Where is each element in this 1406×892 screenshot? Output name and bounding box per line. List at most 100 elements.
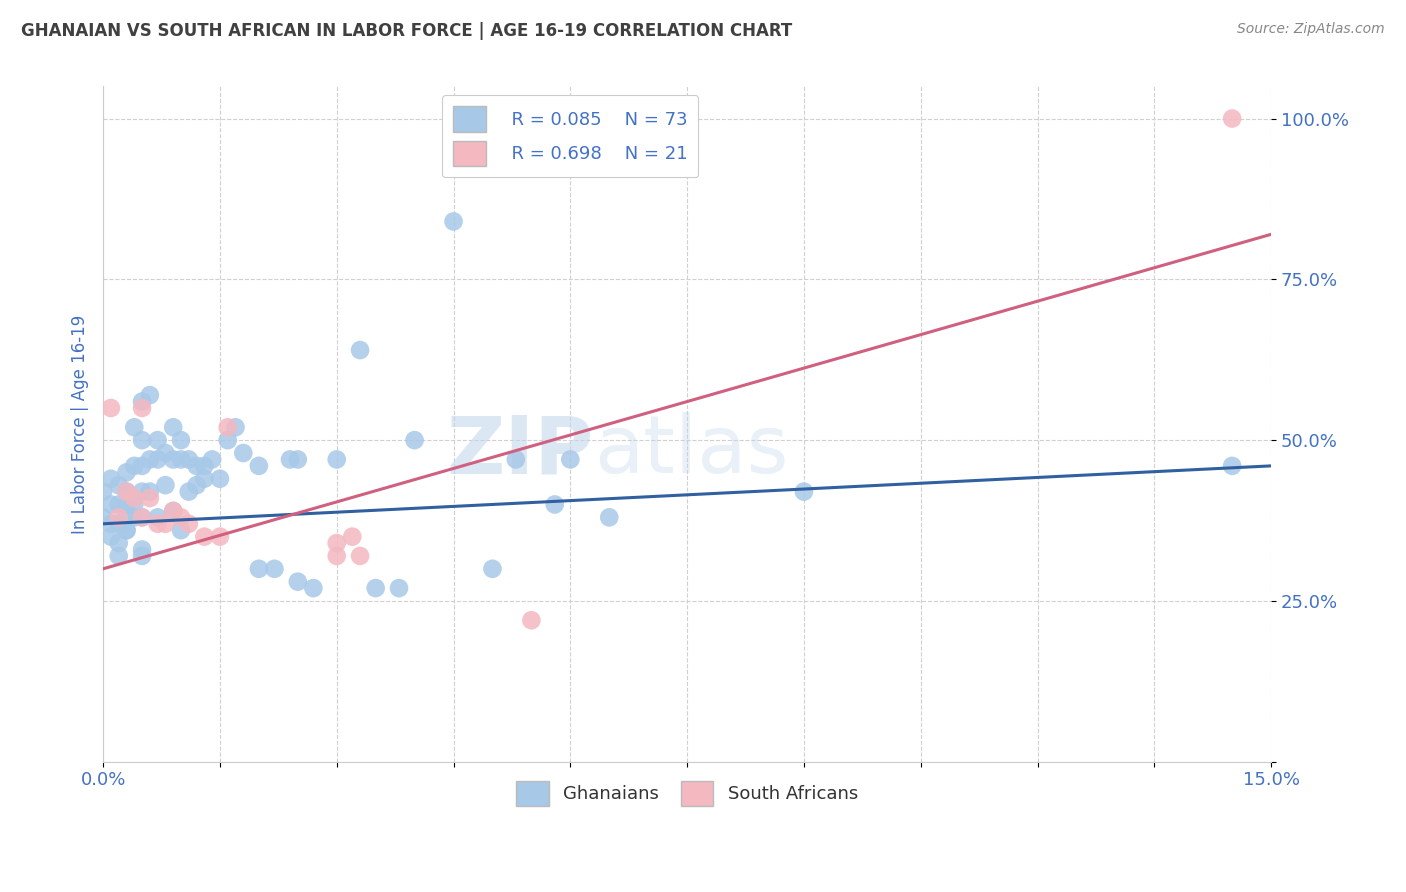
Point [107, 536, 129, 550]
Point [201, 452, 224, 467]
Point [170, 510, 193, 524]
Point [115, 523, 138, 537]
Point [278, 452, 301, 467]
Point [443, 214, 465, 228]
Point [232, 446, 254, 460]
Point [186, 458, 208, 473]
Point [162, 504, 184, 518]
Text: GHANAIAN VS SOUTH AFRICAN IN LABOR FORCE | AGE 16-19 CORRELATION CHART: GHANAIAN VS SOUTH AFRICAN IN LABOR FORCE… [21, 22, 793, 40]
Text: Source: ZipAtlas.com: Source: ZipAtlas.com [1237, 22, 1385, 37]
Point [107, 510, 129, 524]
Point [115, 484, 138, 499]
Point [193, 530, 215, 544]
Point [793, 484, 815, 499]
Point [155, 516, 177, 531]
Point [115, 523, 138, 537]
Point [263, 562, 285, 576]
Point [325, 536, 347, 550]
Point [139, 452, 162, 467]
Point [131, 394, 153, 409]
Legend: Ghanaians, South Africans: Ghanaians, South Africans [509, 773, 865, 814]
Point [217, 433, 239, 447]
Point [139, 491, 162, 505]
Point [1220, 458, 1243, 473]
Point [404, 433, 426, 447]
Point [131, 549, 153, 563]
Point [131, 510, 153, 524]
Point [124, 458, 146, 473]
Point [177, 516, 200, 531]
Point [124, 491, 146, 505]
Point [115, 498, 138, 512]
Point [139, 388, 162, 402]
Point [170, 523, 193, 537]
Point [100, 530, 122, 544]
Point [155, 446, 177, 460]
Point [124, 420, 146, 434]
Point [131, 458, 153, 473]
Point [247, 458, 270, 473]
Point [193, 472, 215, 486]
Point [186, 478, 208, 492]
Point [224, 420, 246, 434]
Point [170, 433, 193, 447]
Point [342, 530, 364, 544]
Point [349, 549, 371, 563]
Point [349, 343, 371, 357]
Point [481, 562, 503, 576]
Point [162, 452, 184, 467]
Point [91, 510, 114, 524]
Point [505, 452, 527, 467]
Point [162, 420, 184, 434]
Text: ZIP: ZIP [447, 412, 593, 490]
Point [115, 465, 138, 479]
Point [124, 498, 146, 512]
Point [146, 452, 169, 467]
Point [131, 433, 153, 447]
Point [100, 401, 122, 415]
Point [520, 613, 543, 627]
Point [131, 484, 153, 499]
Point [155, 478, 177, 492]
Point [170, 452, 193, 467]
Point [131, 401, 153, 415]
Point [162, 504, 184, 518]
Point [208, 530, 231, 544]
Point [388, 581, 411, 595]
Point [91, 484, 114, 499]
Point [107, 498, 129, 512]
Point [287, 574, 309, 589]
Point [325, 452, 347, 467]
Point [287, 452, 309, 467]
Point [177, 484, 200, 499]
Point [115, 484, 138, 499]
Text: atlas: atlas [593, 412, 787, 490]
Point [139, 484, 162, 499]
Point [560, 452, 582, 467]
Point [131, 510, 153, 524]
Point [208, 472, 231, 486]
Point [146, 433, 169, 447]
Point [100, 472, 122, 486]
Y-axis label: In Labor Force | Age 16-19: In Labor Force | Age 16-19 [72, 315, 89, 533]
Point [364, 581, 387, 595]
Point [544, 498, 567, 512]
Point [146, 516, 169, 531]
Point [107, 516, 129, 531]
Point [302, 581, 325, 595]
Point [146, 510, 169, 524]
Point [217, 420, 239, 434]
Point [107, 478, 129, 492]
Point [100, 498, 122, 512]
Point [124, 510, 146, 524]
Point [325, 549, 347, 563]
Point [177, 452, 200, 467]
Point [1220, 112, 1243, 126]
Point [100, 516, 122, 531]
Point [193, 458, 215, 473]
Point [598, 510, 620, 524]
Point [247, 562, 270, 576]
Point [131, 542, 153, 557]
Point [115, 510, 138, 524]
Point [107, 549, 129, 563]
